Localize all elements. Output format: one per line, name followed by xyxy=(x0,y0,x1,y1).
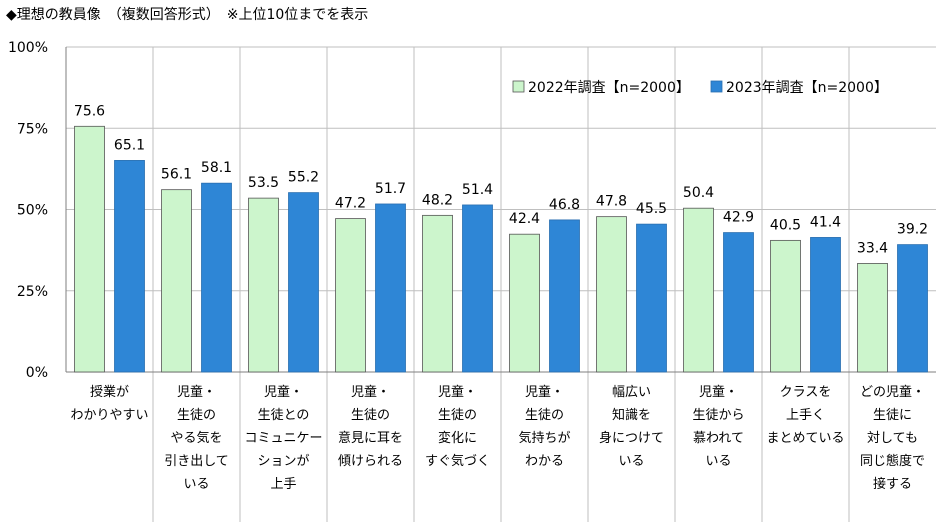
bar-2022 xyxy=(857,263,888,373)
x-tick-label: 同じ態度で xyxy=(860,453,925,469)
bar-2023 xyxy=(897,244,928,373)
bar-2022 xyxy=(74,125,105,373)
y-tick-label: 50% xyxy=(17,203,48,219)
x-tick-label: 児童・ xyxy=(699,384,738,400)
x-tick-label: 児童・ xyxy=(438,384,477,400)
y-tick-label: 0% xyxy=(26,365,48,381)
x-tick-label: 生徒の xyxy=(177,408,216,423)
x-tick-label: 児童・ xyxy=(351,384,390,400)
data-label: 47.8 xyxy=(596,194,627,210)
bar-2022 xyxy=(422,214,453,373)
x-tick-label: 生徒の xyxy=(351,408,390,423)
data-label: 45.5 xyxy=(636,201,667,217)
x-tick-label: 生徒の xyxy=(438,408,477,423)
data-label: 55.2 xyxy=(288,170,319,186)
x-tick-label: 幅広い xyxy=(612,385,651,400)
data-label: 33.4 xyxy=(857,240,888,256)
data-label: 41.4 xyxy=(810,214,841,230)
x-tick-label: 生徒との xyxy=(258,408,310,423)
x-tick-label: 気持ちが xyxy=(518,430,570,446)
x-tick-label: 上手く xyxy=(786,408,825,423)
bar-2023 xyxy=(723,232,754,373)
bar-2022 xyxy=(596,216,627,373)
x-tick-label: 対しても xyxy=(867,431,918,446)
data-label: 51.7 xyxy=(375,181,406,197)
data-label: 46.8 xyxy=(549,197,580,213)
x-tick-label: 変化に xyxy=(438,430,477,446)
bar-2022 xyxy=(335,218,366,373)
x-tick-label: 身につけて xyxy=(599,430,664,446)
data-label: 40.5 xyxy=(770,217,801,233)
x-tick-label: いる xyxy=(618,454,644,469)
bar-2022 xyxy=(161,189,192,373)
x-tick-label: すぐ気づく xyxy=(425,453,490,469)
x-tick-label: 上手 xyxy=(270,477,296,492)
bar-2022 xyxy=(683,207,714,373)
x-tick-label: わかる xyxy=(525,454,564,469)
bar-2023 xyxy=(636,223,667,373)
data-label: 48.2 xyxy=(422,192,453,208)
x-tick-label: 慕われて xyxy=(693,431,744,446)
x-tick-label: いる xyxy=(705,454,731,469)
x-tick-label: いる xyxy=(183,477,209,492)
x-tick-label: 児童・ xyxy=(177,384,216,400)
x-tick-label: どの児童・ xyxy=(860,384,925,400)
data-label: 42.4 xyxy=(509,211,540,227)
y-tick-label: 75% xyxy=(17,121,48,137)
bar-2023 xyxy=(114,160,145,373)
legend-label-2023: 2023年調査【n=2000】 xyxy=(726,80,888,96)
y-tick-label: 100% xyxy=(8,40,48,56)
legend-swatch-2023 xyxy=(710,80,723,93)
bar-2022 xyxy=(248,197,279,373)
bar-2023 xyxy=(549,219,580,373)
bar-2023 xyxy=(375,203,406,373)
bar-2023 xyxy=(462,204,493,373)
x-tick-label: 引き出して xyxy=(164,454,229,469)
bar-2022 xyxy=(509,233,540,373)
x-tick-label: 知識を xyxy=(612,407,651,423)
x-tick-label: ションが xyxy=(257,454,309,469)
x-tick-label: コミュニケー xyxy=(244,431,322,446)
data-label: 47.2 xyxy=(335,196,366,212)
x-tick-label: 傾けられる xyxy=(338,454,403,469)
data-label: 75.6 xyxy=(74,103,105,119)
data-label: 39.2 xyxy=(897,222,928,238)
x-tick-label: 授業が xyxy=(90,384,129,400)
x-tick-label: やる気を xyxy=(170,430,222,446)
x-tick-label: 児童・ xyxy=(525,384,564,400)
x-tick-label: 接する xyxy=(873,476,912,492)
bar-2023 xyxy=(288,192,319,373)
data-label: 53.5 xyxy=(248,175,279,191)
x-tick-label: 生徒から xyxy=(692,408,744,423)
y-tick-label: 25% xyxy=(17,284,48,300)
data-label: 50.4 xyxy=(683,185,714,201)
data-label: 65.1 xyxy=(114,137,145,153)
x-tick-label: 意見に耳を xyxy=(338,430,403,446)
legend-label-2022: 2022年調査【n=2000】 xyxy=(528,80,690,96)
data-label: 51.4 xyxy=(462,182,493,198)
page-title: ◆理想の教員像 （複数回答形式） ※上位10位までを表示 xyxy=(6,7,369,23)
data-label: 58.1 xyxy=(201,160,232,176)
x-tick-label: 生徒の xyxy=(525,408,564,423)
data-label: 42.9 xyxy=(723,210,754,226)
x-tick-label: まとめている xyxy=(766,431,844,446)
data-label: 56.1 xyxy=(161,167,192,183)
bar-2023 xyxy=(810,237,841,373)
x-tick-label: クラスを xyxy=(780,385,832,400)
x-tick-label: わかりやすい xyxy=(70,408,148,423)
legend-swatch-2022 xyxy=(512,80,525,93)
x-tick-label: 生徒に xyxy=(873,408,912,423)
x-tick-label: 児童・ xyxy=(264,384,303,400)
bar-2022 xyxy=(770,239,801,373)
bar-2023 xyxy=(201,182,232,373)
